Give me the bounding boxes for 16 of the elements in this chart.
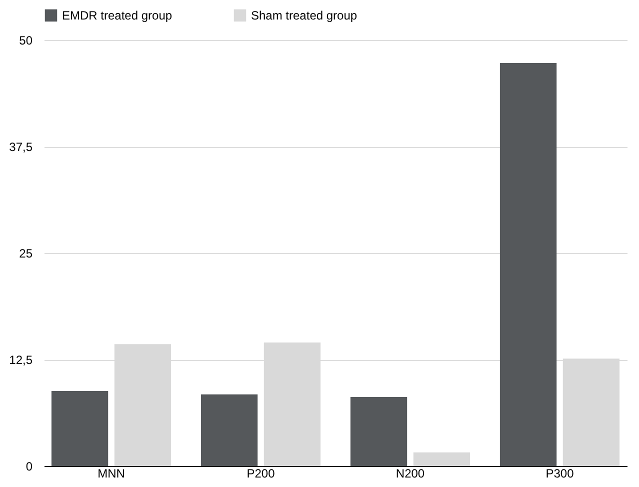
bar <box>413 452 470 466</box>
y-tick-label: 50 <box>19 34 33 48</box>
bar <box>500 63 557 466</box>
y-tick-label: 12,5 <box>9 353 33 367</box>
legend-label: EMDR treated group <box>62 8 172 22</box>
y-tick-label: 37,5 <box>9 140 33 154</box>
y-tick-label: 0 <box>26 460 33 474</box>
bar <box>350 396 408 466</box>
x-tick-label: P300 <box>546 466 574 480</box>
y-tick-label: 25 <box>19 246 33 260</box>
x-tick-label: P200 <box>246 466 276 480</box>
bar <box>51 391 108 466</box>
bar <box>200 394 258 466</box>
x-tick-label: N200 <box>396 466 425 480</box>
x-tick-label: MNN <box>98 466 125 480</box>
legend-label: Sham treated group <box>251 8 358 22</box>
